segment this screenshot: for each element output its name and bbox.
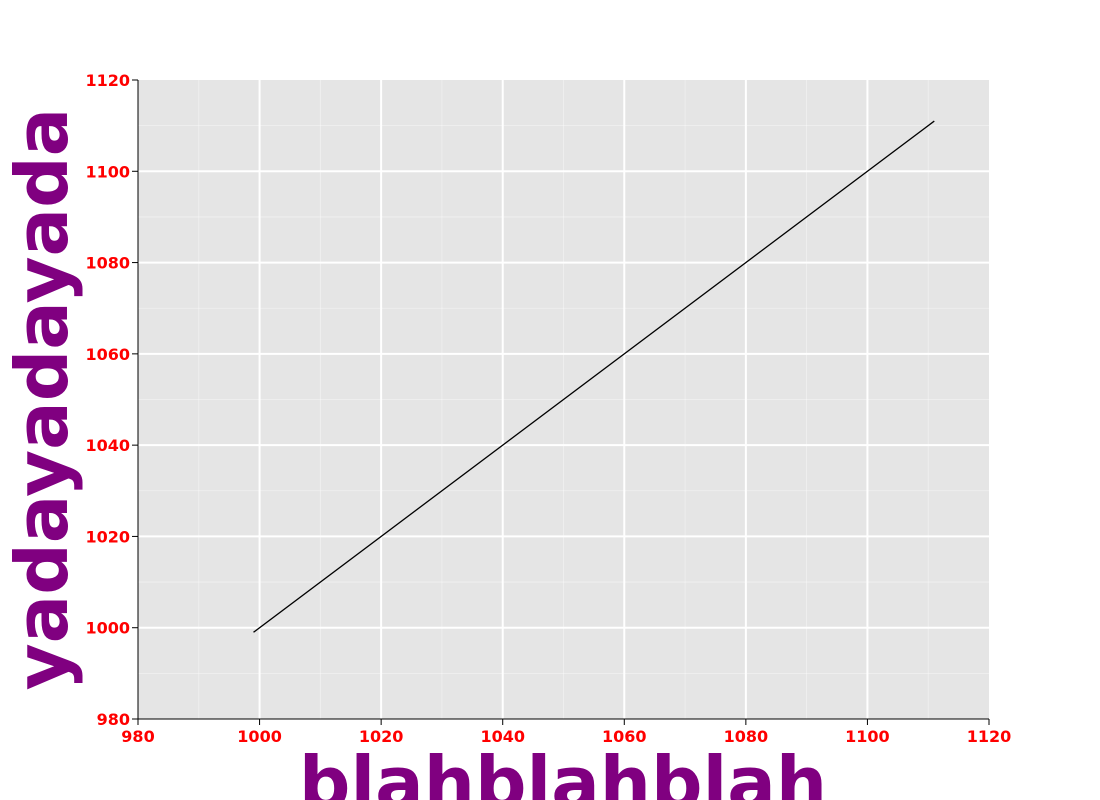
major-grid <box>138 80 989 719</box>
x-tick-label: 1060 <box>602 727 647 746</box>
y-axis-label: yadayadayada <box>0 108 84 691</box>
y-tick-label: 1020 <box>85 527 130 546</box>
x-tick-label: 1020 <box>359 727 404 746</box>
series-layer <box>253 120 935 633</box>
x-tick-label: 1100 <box>845 727 890 746</box>
x-tick-label: 1080 <box>724 727 769 746</box>
x-tick-label: 1000 <box>237 727 282 746</box>
series-line-0 <box>253 120 935 633</box>
x-tick-label: 980 <box>121 727 154 746</box>
axes-layer <box>132 79 990 725</box>
y-tick-label: 1100 <box>85 162 130 181</box>
y-tick-label: 1060 <box>85 345 130 364</box>
y-tick-label: 1000 <box>85 619 130 638</box>
x-tick-label: 1040 <box>480 727 525 746</box>
x-tick-labels: 980 1000 1020 1040 1060 1080 1100 1120 <box>121 727 1011 746</box>
y-tick-label: 1080 <box>85 254 130 273</box>
y-tick-labels: 980 1000 1020 1040 1060 1080 1100 1120 <box>85 71 130 729</box>
x-axis-label: blahblahblah <box>299 741 827 800</box>
y-tick-label: 980 <box>97 710 130 729</box>
y-tick-label: 1120 <box>85 71 130 90</box>
x-tick-label: 1120 <box>967 727 1012 746</box>
y-tick-label: 1040 <box>85 436 130 455</box>
